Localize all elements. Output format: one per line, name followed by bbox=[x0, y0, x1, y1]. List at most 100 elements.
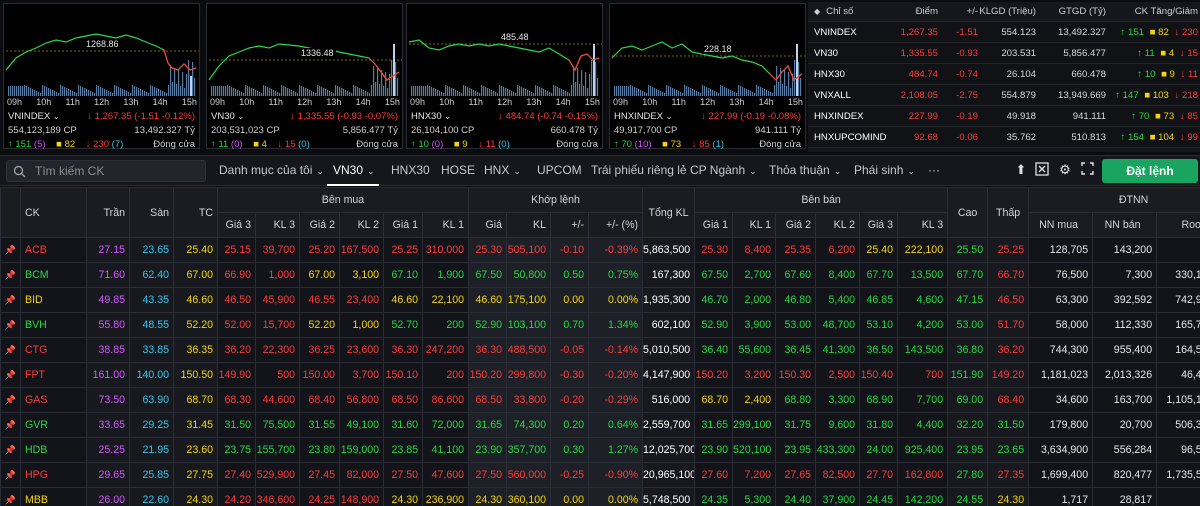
tab-hnx30[interactable]: HNX30 bbox=[391, 163, 430, 177]
ask-price-2[interactable]: 68.80 bbox=[775, 387, 817, 413]
bid-price-3[interactable]: 25.15 bbox=[217, 237, 256, 263]
bid-price-3[interactable]: 24.20 bbox=[217, 487, 256, 506]
stock-symbol[interactable]: CTG bbox=[20, 337, 87, 363]
stock-symbol[interactable]: MBB bbox=[20, 487, 87, 506]
ask-price-1[interactable]: 67.50 bbox=[694, 262, 734, 288]
mini-chart-vnindex[interactable]: 1268.86 09h 10h 11h 12h 13h 14h 15h VNINDEX ⌄ … bbox=[3, 3, 200, 150]
tab-hnx[interactable]: HNX ⌄ bbox=[484, 163, 521, 177]
pin-icon[interactable]: 📌 bbox=[0, 387, 21, 413]
stock-symbol[interactable]: HPG bbox=[20, 462, 87, 488]
search-input[interactable] bbox=[35, 163, 200, 179]
ask-price-1[interactable]: 31.65 bbox=[694, 412, 734, 438]
place-order-button[interactable]: Đặt lệnh bbox=[1102, 159, 1198, 183]
ask-price-3[interactable]: 24.00 bbox=[859, 437, 899, 463]
index-row[interactable]: HNXUPCOMINDE 92.68 -0.06 35.762 510.813 … bbox=[808, 127, 1200, 148]
upload-icon[interactable]: ⬆ bbox=[1015, 162, 1027, 177]
ask-price-1[interactable]: 46.70 bbox=[694, 287, 734, 313]
bid-price-1[interactable]: 24.30 bbox=[383, 487, 423, 506]
bid-price-1[interactable]: 67.10 bbox=[383, 262, 423, 288]
collapse-icon[interactable]: ◆ bbox=[814, 7, 821, 16]
ask-price-2[interactable]: 53.00 bbox=[775, 312, 817, 338]
ask-price-3[interactable]: 150.40 bbox=[859, 362, 899, 388]
bid-price-1[interactable]: 31.60 bbox=[383, 412, 423, 438]
bid-price-1[interactable]: 52.70 bbox=[383, 312, 423, 338]
ask-price-1[interactable]: 68.70 bbox=[694, 387, 734, 413]
fullscreen-icon[interactable] bbox=[1079, 162, 1095, 178]
pin-icon[interactable]: 📌 bbox=[0, 487, 21, 506]
stock-symbol[interactable]: BID bbox=[20, 287, 87, 313]
bid-price-3[interactable]: 36.20 bbox=[217, 337, 256, 363]
pin-icon[interactable]: 📌 bbox=[0, 312, 21, 338]
bid-price-2[interactable]: 36.25 bbox=[299, 337, 340, 363]
ask-price-2[interactable]: 23.95 bbox=[775, 437, 817, 463]
ask-price-3[interactable]: 25.40 bbox=[859, 237, 899, 263]
bid-price-3[interactable]: 27.40 bbox=[217, 462, 256, 488]
bid-price-1[interactable]: 46.60 bbox=[383, 287, 423, 313]
chevron-down-icon[interactable]: ⌄ bbox=[444, 112, 451, 121]
pin-icon[interactable]: 📌 bbox=[0, 287, 21, 313]
ask-price-2[interactable]: 67.60 bbox=[775, 262, 817, 288]
ask-price-3[interactable]: 67.70 bbox=[859, 262, 899, 288]
pin-icon[interactable]: 📌 bbox=[0, 462, 21, 488]
settings-icon[interactable]: ⚙ bbox=[1059, 162, 1071, 177]
stock-symbol[interactable]: BCM bbox=[20, 262, 87, 288]
tab-more[interactable]: ··· bbox=[928, 163, 940, 177]
table-row[interactable]: 📌 GVR 33.65 29.25 31.45 31.50 75,500 31.55 49,10… bbox=[0, 412, 1200, 438]
bid-price-3[interactable]: 52.00 bbox=[217, 312, 256, 338]
table-row[interactable]: 📌 FPT 161.00 140.00 150.50 149.90 500 150.00 3,7… bbox=[0, 362, 1200, 388]
bid-price-3[interactable]: 23.75 bbox=[217, 437, 256, 463]
table-row[interactable]: 📌 BVH 55.80 48.55 52.20 52.00 15,700 52.20 1,000… bbox=[0, 312, 1200, 338]
ask-price-3[interactable]: 36.50 bbox=[859, 337, 899, 363]
bid-price-1[interactable]: 25.25 bbox=[383, 237, 423, 263]
ask-price-1[interactable]: 23.90 bbox=[694, 437, 734, 463]
ask-price-3[interactable]: 24.45 bbox=[859, 487, 899, 506]
bid-price-2[interactable]: 25.20 bbox=[299, 237, 340, 263]
bid-price-1[interactable]: 150.10 bbox=[383, 362, 423, 388]
ask-price-3[interactable]: 46.85 bbox=[859, 287, 899, 313]
mini-chart-vn30[interactable]: 1336.48 09h 10h 11h 12h 13h 14h 15h VN30 ⌄ ↓ 1… bbox=[206, 3, 403, 150]
table-row[interactable]: 📌 HDB 25.25 21.95 23.60 23.75 155,700 23.80 159,… bbox=[0, 437, 1200, 463]
pin-icon[interactable]: 📌 bbox=[0, 412, 21, 438]
bid-price-2[interactable]: 68.40 bbox=[299, 387, 340, 413]
ask-price-2[interactable]: 24.40 bbox=[775, 487, 817, 506]
ask-price-3[interactable]: 68.90 bbox=[859, 387, 899, 413]
pin-icon[interactable]: 📌 bbox=[0, 262, 21, 288]
ask-price-1[interactable]: 24.35 bbox=[694, 487, 734, 506]
chevron-down-icon[interactable]: ⌄ bbox=[52, 112, 60, 121]
tab-upcom[interactable]: UPCOM bbox=[537, 163, 582, 177]
bid-price-2[interactable]: 67.00 bbox=[299, 262, 340, 288]
bid-price-2[interactable]: 52.20 bbox=[299, 312, 340, 338]
ask-price-1[interactable]: 150.20 bbox=[694, 362, 734, 388]
bid-price-2[interactable]: 23.80 bbox=[299, 437, 340, 463]
ask-price-3[interactable]: 53.10 bbox=[859, 312, 899, 338]
table-row[interactable]: 📌 HPG 29.65 25.85 27.75 27.40 529,900 27.45 82,0… bbox=[0, 462, 1200, 488]
ask-price-3[interactable]: 31.80 bbox=[859, 412, 899, 438]
tab-cp-ngành[interactable]: CP Ngành ⌄ bbox=[690, 163, 757, 177]
mini-chart-hnxindex[interactable]: 228.18 09h 10h 11h 12h 13h 14h 15h HNXINDEX ⌄ … bbox=[609, 3, 806, 150]
index-row[interactable]: VNINDEX 1,267.35 -1.51 554.123 13,492.32… bbox=[808, 22, 1200, 43]
stock-symbol[interactable]: ACB bbox=[20, 237, 87, 263]
bid-price-2[interactable]: 31.55 bbox=[299, 412, 340, 438]
table-row[interactable]: 📌 CTG 38.85 33.85 36.35 36.20 22,300 36.25 23,60… bbox=[0, 337, 1200, 363]
table-row[interactable]: 📌 MBB 26.00 22.60 24.30 24.20 346,600 24.25 148,… bbox=[0, 487, 1200, 506]
search-box[interactable] bbox=[6, 160, 206, 182]
bid-price-2[interactable]: 27.45 bbox=[299, 462, 340, 488]
bid-price-2[interactable]: 46.55 bbox=[299, 287, 340, 313]
ask-price-1[interactable]: 52.90 bbox=[694, 312, 734, 338]
ask-price-1[interactable]: 36.40 bbox=[694, 337, 734, 363]
bid-price-3[interactable]: 46.50 bbox=[217, 287, 256, 313]
tab-hose[interactable]: HOSE bbox=[441, 163, 476, 177]
table-row[interactable]: 📌 GAS 73.50 63.90 68.70 68.30 44,600 68.40 56,80… bbox=[0, 387, 1200, 413]
pin-icon[interactable]: 📌 bbox=[0, 437, 21, 463]
pin-icon[interactable]: 📌 bbox=[0, 362, 21, 388]
table-row[interactable]: 📌 BID 49.85 43.35 46.60 46.50 45,900 46.55 23,40… bbox=[0, 287, 1200, 313]
stock-symbol[interactable]: HDB bbox=[20, 437, 87, 463]
tab-trái-phiếu-riêng-lẻ[interactable]: Trái phiếu riêng lẻ bbox=[591, 163, 687, 177]
mini-chart-hnx30[interactable]: 485.48 09h 10h 11h 12h 13h 14h 15h HNX30 ⌄ ↓ 4… bbox=[406, 3, 603, 150]
chevron-down-icon[interactable]: ⌄ bbox=[237, 112, 245, 121]
bid-price-1[interactable]: 23.85 bbox=[383, 437, 423, 463]
excel-icon[interactable] bbox=[1034, 162, 1050, 178]
bid-price-3[interactable]: 149.90 bbox=[217, 362, 256, 388]
bid-price-1[interactable]: 68.50 bbox=[383, 387, 423, 413]
index-row[interactable]: HNX30 484.74 -0.74 26.104 660.478 ↑ 10 ■… bbox=[808, 64, 1200, 85]
